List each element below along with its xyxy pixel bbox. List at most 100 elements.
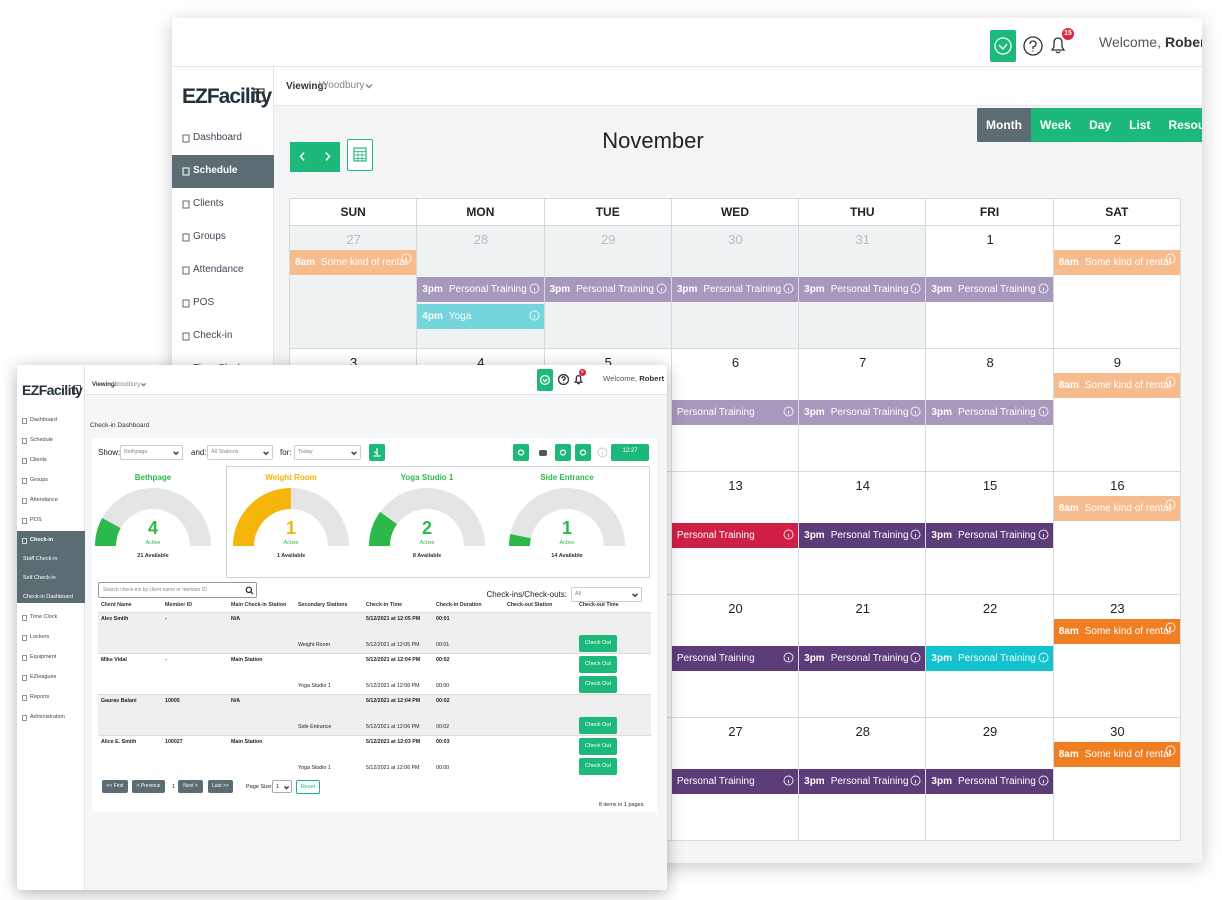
stations-select[interactable]: All Stations (207, 445, 273, 460)
check-out-button[interactable]: Check Out (579, 656, 617, 673)
first-button[interactable]: << First (102, 780, 128, 793)
nav-item[interactable]: Administration (17, 712, 85, 724)
event[interactable]: 8am Some kind of rental (1053, 373, 1180, 398)
event[interactable]: 8am Some kind of rental (290, 250, 417, 275)
nav-item[interactable]: Staff Check-in (17, 554, 85, 566)
date-picker-button[interactable] (347, 139, 373, 171)
type-select[interactable]: All (571, 587, 642, 602)
day-cell[interactable]: 6 Personal Training (671, 349, 800, 472)
event[interactable]: 3pm Personal Training (799, 277, 926, 302)
day-cell[interactable]: 28 3pm Personal Training (799, 718, 927, 841)
welcome[interactable]: Welcome,Robert (1099, 34, 1202, 50)
nav-item[interactable]: Check-in Dashboard (17, 592, 85, 604)
day-cell[interactable]: 29 3pm Personal Training (926, 718, 1054, 841)
nav-item[interactable]: Schedule (17, 435, 85, 447)
nav-item[interactable]: Attendance (172, 254, 274, 287)
event[interactable]: 3pm Personal Training (799, 400, 926, 425)
day-cell[interactable]: 14 3pm Personal Training (799, 472, 927, 595)
event[interactable]: Personal Training (671, 400, 799, 425)
last-button[interactable]: Last >> (208, 780, 233, 793)
event[interactable]: Personal Training (671, 769, 799, 794)
day-cell[interactable]: 22 3pm Personal Training (926, 595, 1054, 718)
event[interactable]: Personal Training (671, 523, 799, 548)
event[interactable]: 3pm Personal Training (799, 769, 926, 794)
nav-item[interactable]: Equipment (17, 652, 85, 664)
day-cell[interactable]: 9 8am Some kind of rental (1053, 349, 1181, 472)
next-button[interactable]: Next > (178, 780, 203, 793)
nav-item[interactable]: Clients (17, 455, 85, 467)
check-out-button[interactable]: Check Out (579, 716, 617, 734)
viewing-select[interactable]: Woodbury (113, 381, 147, 388)
check-out-button[interactable]: Check Out (579, 675, 617, 693)
nav-item[interactable]: Time Clock (17, 612, 85, 624)
event[interactable]: 3pm Personal Training (671, 277, 799, 302)
day-cell[interactable]: 27 Personal Training (671, 718, 800, 841)
nav-item[interactable]: Groups (172, 221, 274, 254)
nav-item[interactable]: EZleagues (17, 672, 85, 684)
list-view-button[interactable] (555, 444, 571, 461)
event[interactable]: Personal Training (671, 646, 799, 671)
nav-item[interactable]: Clients (172, 188, 274, 221)
check-out-button[interactable]: Check Out (579, 634, 617, 652)
event[interactable]: 8am Some kind of rental (1053, 619, 1180, 644)
nav-item[interactable]: Reports (17, 692, 85, 704)
event[interactable]: 4pm Yoga (417, 304, 544, 329)
day-cell[interactable]: 21 3pm Personal Training (799, 595, 927, 718)
day-cell[interactable]: 7 3pm Personal Training (799, 349, 927, 472)
show-select[interactable]: Bethpage (120, 445, 183, 460)
event[interactable]: 3pm Personal Training (799, 523, 926, 548)
event[interactable]: 3pm Personal Training (926, 523, 1053, 548)
nav-button[interactable] (290, 142, 315, 172)
day-cell[interactable]: 1 3pm Personal Training (926, 226, 1054, 349)
day-cell[interactable]: 20 Personal Training (671, 595, 800, 718)
nav-item[interactable]: Dashboard (172, 122, 274, 155)
download-button[interactable] (369, 444, 385, 461)
viewing-select[interactable]: Woodbury (319, 80, 374, 91)
view-button[interactable]: Resources (1168, 118, 1202, 132)
event[interactable]: 3pm Personal Training (926, 400, 1053, 425)
nav-item[interactable]: Lockers (17, 632, 85, 644)
check-out-button[interactable]: Check Out (579, 738, 617, 755)
settings-button[interactable] (513, 444, 529, 461)
day-cell[interactable]: 30 8am Some kind of rental (1053, 718, 1181, 841)
event[interactable]: 3pm Personal Training (926, 646, 1053, 671)
check-out-button[interactable]: Check Out (579, 757, 617, 775)
day-cell[interactable]: 16 8am Some kind of rental (1053, 472, 1181, 595)
day-cell[interactable]: 30 3pm Personal Training (671, 226, 800, 349)
day-cell[interactable]: 13 Personal Training (671, 472, 800, 595)
day-cell[interactable]: 15 3pm Personal Training (926, 472, 1054, 595)
nav-button[interactable] (315, 142, 340, 172)
nav-item[interactable]: Schedule (172, 155, 274, 188)
event[interactable]: 8am Some kind of rental (1053, 250, 1180, 275)
day-cell[interactable]: 29 3pm Personal Training (544, 226, 672, 349)
view-button[interactable]: Month (977, 108, 1031, 142)
previous-button[interactable]: < Previous (132, 780, 165, 793)
welcome[interactable]: Welcome,Robert (603, 374, 667, 383)
search-input[interactable]: Search check-ins by client name or membe… (98, 582, 257, 598)
reset-button[interactable]: Reset (296, 780, 320, 794)
nav-item[interactable]: Check-in (17, 535, 85, 547)
day-cell[interactable]: 31 3pm Personal Training (799, 226, 927, 349)
event[interactable]: 8am Some kind of rental (1053, 742, 1180, 767)
nav-item[interactable]: POS (172, 287, 274, 320)
notifications-toggle[interactable] (990, 30, 1016, 62)
refresh-button[interactable] (575, 444, 591, 461)
nav-item[interactable]: Attendance (17, 495, 85, 507)
day-cell[interactable]: 27 8am Some kind of rental (290, 226, 418, 349)
date-select[interactable]: Today (294, 445, 361, 460)
nav-item[interactable]: Groups (17, 475, 85, 487)
notifications-toggle[interactable] (537, 369, 553, 391)
event[interactable]: 3pm Personal Training (799, 646, 926, 671)
nav-item[interactable]: Self Check-in (17, 573, 85, 585)
day-cell[interactable]: 28 3pm Personal Training 4pm Yoga (417, 226, 545, 349)
nav-item[interactable]: Dashboard (17, 415, 85, 427)
event[interactable]: 3pm Personal Training (926, 769, 1053, 794)
nav-item[interactable]: Check-in (172, 320, 274, 353)
day-cell[interactable]: 8 3pm Personal Training (926, 349, 1054, 472)
event[interactable]: 3pm Personal Training (417, 277, 544, 302)
time-button[interactable]: 12:27 (611, 444, 649, 461)
day-cell[interactable]: 23 8am Some kind of rental (1053, 595, 1181, 718)
view-button[interactable]: Week (1039, 118, 1072, 132)
event[interactable]: 3pm Personal Training (544, 277, 671, 302)
event[interactable]: 3pm Personal Training (926, 277, 1053, 302)
